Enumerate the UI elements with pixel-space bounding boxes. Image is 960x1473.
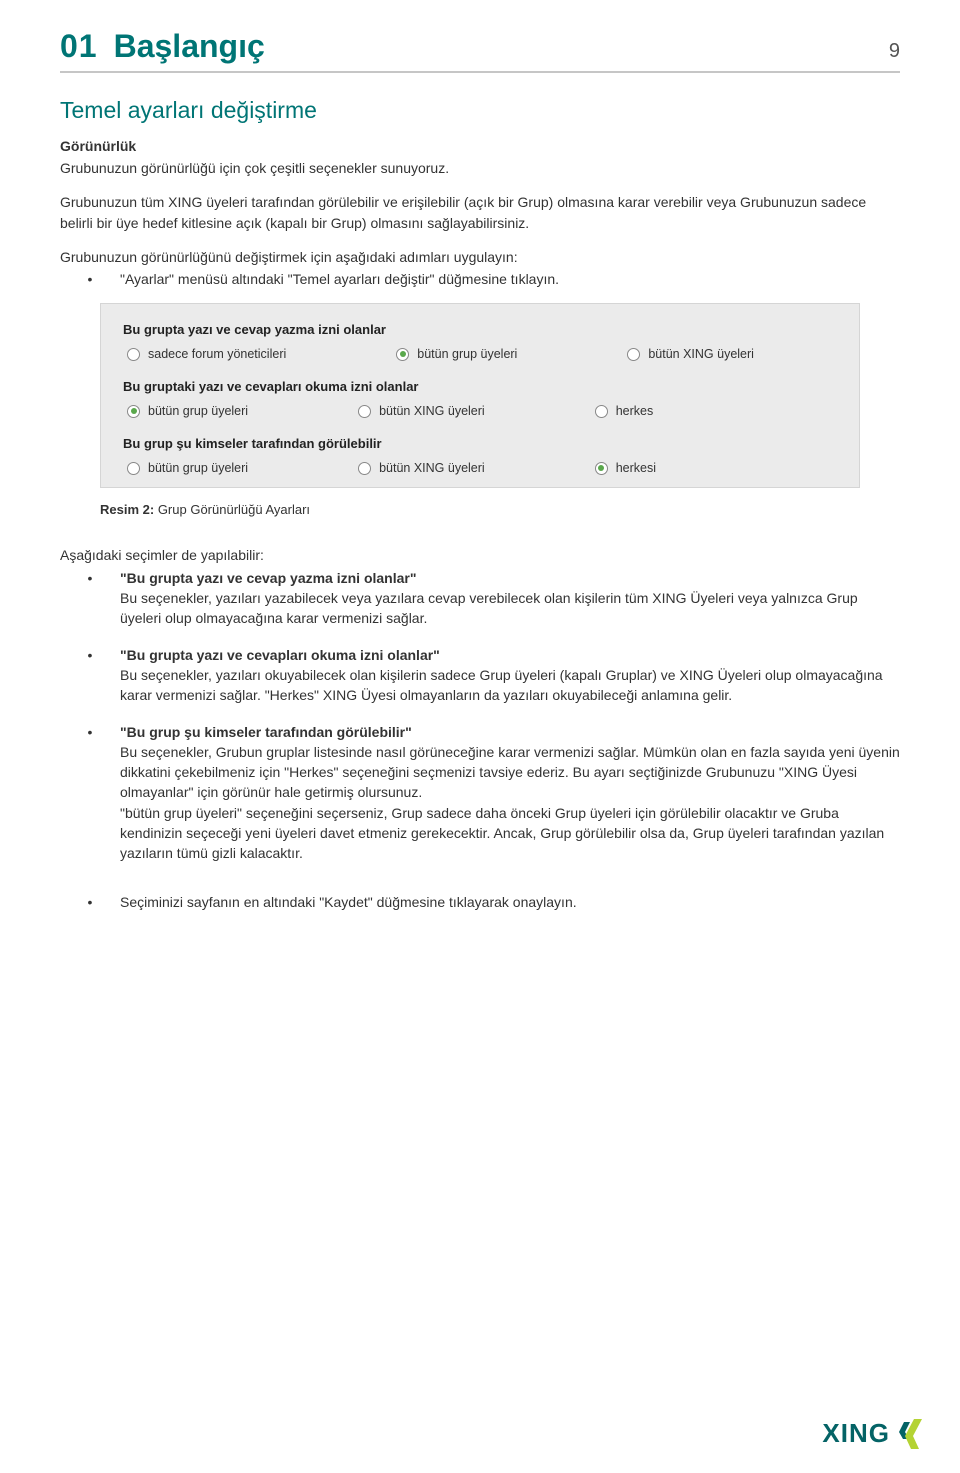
option-title: "Bu grup şu kimseler tarafından görülebi…: [120, 724, 412, 740]
radio-icon: [396, 348, 409, 361]
caption-text: Grup Görünürlüğü Ayarları: [154, 502, 310, 517]
radio-icon: [127, 405, 140, 418]
radio-icon: [358, 405, 371, 418]
page-header: 01 Başlangıç 9: [60, 28, 900, 73]
bullet-icon: •: [60, 645, 120, 706]
radio-label: bütün grup üyeleri: [148, 461, 248, 475]
final-step: Seçiminizi sayfanın en altındaki "Kaydet…: [120, 892, 900, 912]
radio-label: bütün grup üyeleri: [417, 347, 517, 361]
radio-icon: [627, 348, 640, 361]
bullet-icon: •: [60, 269, 120, 289]
radio-option[interactable]: sadece forum yöneticileri: [127, 347, 286, 361]
options-intro: Aşağıdaki seçimler de yapılabilir:: [60, 545, 900, 565]
panel-section-read: Bu gruptaki yazı ve cevapları okuma izni…: [123, 379, 837, 418]
radio-option[interactable]: bütün XING üyeleri: [358, 404, 485, 418]
panel-section-write: Bu grupta yazı ve cevap yazma izni olanl…: [123, 322, 837, 361]
radio-label: bütün XING üyeleri: [379, 461, 485, 475]
option-body: Bu seçenekler, Grubun gruplar listesinde…: [120, 744, 900, 801]
option-title: "Bu grupta yazı ve cevapları okuma izni …: [120, 647, 440, 663]
logo-mark-icon: [896, 1419, 924, 1449]
step-text: "Ayarlar" menüsü altındaki "Temel ayarla…: [120, 269, 900, 289]
radio-option[interactable]: bütün grup üyeleri: [127, 404, 248, 418]
option-title: "Bu grupta yazı ve cevap yazma izni olan…: [120, 570, 417, 586]
xing-logo: XING: [822, 1418, 924, 1449]
radio-option[interactable]: bütün XING üyeleri: [627, 347, 754, 361]
option-body: Bu seçenekler, yazıları yazabilecek veya…: [120, 590, 858, 626]
panel-head: Bu grupta yazı ve cevap yazma izni olanl…: [123, 322, 837, 337]
radio-option[interactable]: bütün grup üyeleri: [127, 461, 248, 475]
chapter-title: Başlangıç: [114, 28, 265, 65]
panel-head: Bu grup şu kimseler tarafından görülebil…: [123, 436, 837, 451]
panel-section-visible: Bu grup şu kimseler tarafından görülebil…: [123, 436, 837, 475]
radio-icon: [595, 462, 608, 475]
radio-label: bütün XING üyeleri: [648, 347, 754, 361]
radio-icon: [127, 462, 140, 475]
radio-label: herkesi: [616, 461, 656, 475]
radio-icon: [358, 462, 371, 475]
radio-option[interactable]: herkesi: [595, 461, 656, 475]
radio-icon: [127, 348, 140, 361]
option-body2: "bütün grup üyeleri" seçeneğini seçersen…: [120, 805, 884, 862]
radio-option[interactable]: herkes: [595, 404, 654, 418]
visibility-p2: Grubunuzun tüm XING üyeleri tarafından g…: [60, 192, 900, 233]
radio-label: bütün XING üyeleri: [379, 404, 485, 418]
visibility-p1: Grubunuzun görünürlüğü için çok çeşitli …: [60, 158, 900, 178]
radio-label: sadece forum yöneticileri: [148, 347, 286, 361]
page-number: 9: [889, 40, 900, 63]
caption-prefix: Resim 2:: [100, 502, 154, 517]
radio-option[interactable]: bütün grup üyeleri: [396, 347, 517, 361]
radio-icon: [595, 405, 608, 418]
radio-label: bütün grup üyeleri: [148, 404, 248, 418]
section-title: Temel ayarları değiştirme: [60, 97, 900, 124]
radio-option[interactable]: bütün XING üyeleri: [358, 461, 485, 475]
chapter-number: 01: [60, 28, 98, 65]
bullet-icon: •: [60, 722, 120, 864]
option-body: Bu seçenekler, yazıları okuyabilecek ola…: [120, 667, 883, 703]
logo-text: XING: [822, 1418, 890, 1449]
figure-caption: Resim 2: Grup Görünürlüğü Ayarları: [100, 502, 860, 517]
visibility-p3: Grubunuzun görünürlüğünü değiştirmek içi…: [60, 247, 900, 267]
radio-label: herkes: [616, 404, 654, 418]
steps-list: • "Ayarlar" menüsü altındaki "Temel ayar…: [60, 269, 900, 289]
bullet-icon: •: [60, 892, 120, 912]
visibility-settings-panel: Bu grupta yazı ve cevap yazma izni olanl…: [100, 303, 860, 488]
visibility-subhead: Görünürlük: [60, 138, 900, 154]
bullet-icon: •: [60, 568, 120, 629]
options-list: • "Bu grupta yazı ve cevap yazma izni ol…: [60, 568, 900, 912]
panel-head: Bu gruptaki yazı ve cevapları okuma izni…: [123, 379, 837, 394]
